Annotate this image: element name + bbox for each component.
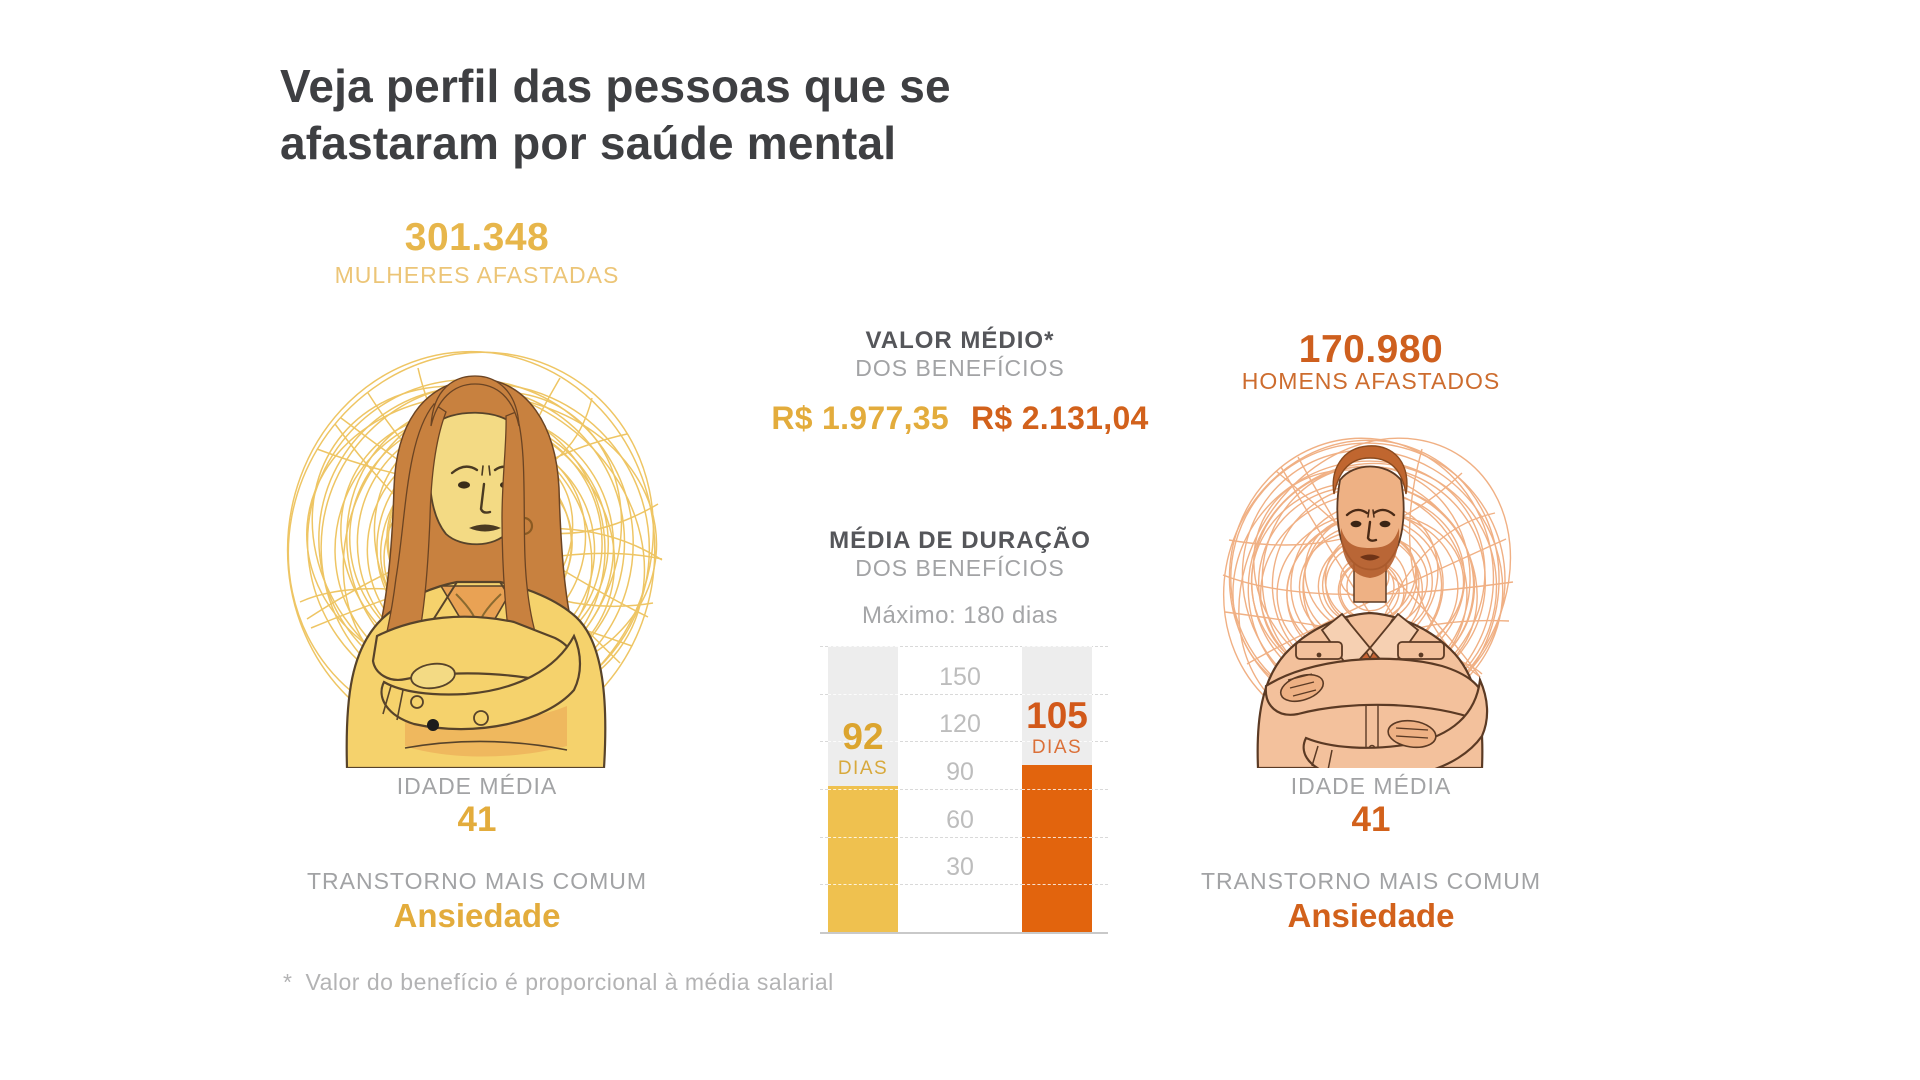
men-age-label: IDADE MÉDIA [1290, 773, 1452, 799]
woman-hair-top [430, 375, 520, 427]
y-tick-120: 120 [939, 710, 981, 738]
woman-illustration [286, 350, 663, 768]
woman-arm-left [380, 633, 582, 731]
men-count-label: HOMENS AFASTADOS [1241, 368, 1501, 394]
man-illustration [1222, 437, 1514, 768]
gridline-120 [820, 741, 1108, 742]
chart-track-men: 105 DIAS [1022, 646, 1092, 932]
benefit-value-title: VALOR MÉDIO* [865, 327, 1055, 354]
chart-track-women: 92 DIAS [828, 646, 898, 932]
bar-men [1022, 765, 1092, 932]
footnote-text: Valor do benefício é proporcional à médi… [305, 969, 834, 995]
y-tick-150: 150 [939, 663, 981, 691]
benefit-values-row: R$ 1.977,35 R$ 2.131,04 [700, 400, 1220, 437]
benefit-value-women: R$ 1.977,35 [771, 400, 949, 436]
man-pocket-right [1397, 641, 1445, 660]
page-title: Veja perfil das pessoas que se afastaram… [280, 58, 1080, 172]
men-age-value: 41 [1351, 800, 1391, 839]
y-tick-60: 60 [946, 806, 974, 834]
women-count-label: MULHERES AFASTADAS [334, 262, 620, 288]
benefit-value-subtitle: DOS BENEFÍCIOS [855, 355, 1065, 381]
y-tick-90: 90 [946, 758, 974, 786]
duration-title: MÉDIA DE DURAÇÃO [829, 527, 1091, 554]
women-disorder-label: TRANSTORNO MAIS COMUM [306, 868, 648, 894]
women-count: 301.348 [404, 216, 550, 259]
woman-dark-button [427, 719, 439, 731]
man-pocket-left [1295, 641, 1343, 660]
benefit-value-men: R$ 2.131,04 [971, 400, 1149, 436]
gridline-150 [820, 694, 1108, 695]
footnote: * Valor do benefício é proporcional à mé… [283, 969, 834, 996]
gridline-90 [820, 789, 1108, 790]
man-hand-left [1279, 673, 1325, 703]
gridline-30 [820, 884, 1108, 885]
woman-cuff-button [410, 695, 424, 709]
man-mouth [1360, 554, 1380, 561]
bar-label-women: 92 DIAS [837, 716, 889, 779]
y-tick-30: 30 [946, 853, 974, 881]
duration-subtitle: DOS BENEFÍCIOS [855, 555, 1065, 581]
bar-label-men: 105 DIAS [1026, 695, 1088, 758]
duration-bar-chart: 150 120 90 60 30 92 DIAS [820, 646, 1108, 934]
gridline-180 [820, 646, 1108, 647]
women-age-value: 41 [457, 800, 497, 839]
page-title-line2: afastaram por saúde mental [280, 117, 897, 169]
men-disorder-value: Ansiedade [1287, 897, 1455, 934]
bar-women [828, 786, 898, 932]
man-beard [1340, 528, 1400, 578]
man-hair [1332, 445, 1408, 495]
man-hand-right [1387, 719, 1437, 749]
women-age-label: IDADE MÉDIA [396, 773, 558, 799]
woman-hand [410, 662, 456, 690]
woman-mouth [469, 524, 501, 532]
men-count: 170.980 [1298, 328, 1444, 371]
man-face-features [1345, 508, 1396, 542]
page-title-line1: Veja perfil das pessoas que se [280, 60, 951, 112]
men-disorder-label: TRANSTORNO MAIS COMUM [1200, 868, 1542, 894]
gridline-60 [820, 837, 1108, 838]
footnote-marker: * [283, 969, 293, 995]
duration-max-annotation: Máximo: 180 dias [861, 602, 1059, 629]
women-disorder-value: Ansiedade [393, 897, 561, 934]
